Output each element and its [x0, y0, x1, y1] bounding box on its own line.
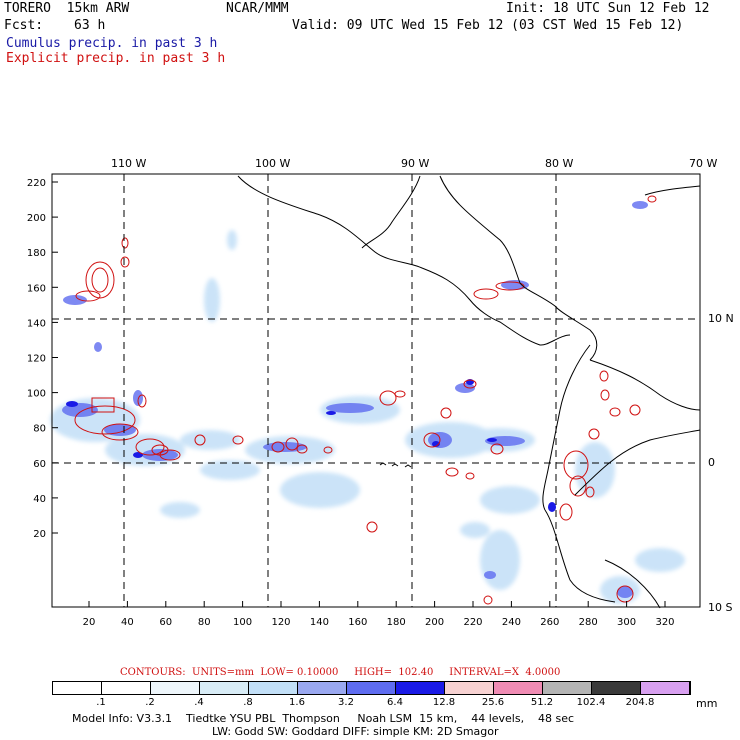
x-tick-label: 80 — [198, 617, 211, 628]
colorbar-label: 12.8 — [432, 697, 456, 708]
colorbar-swatch — [543, 682, 592, 694]
colorbar-label: 204.8 — [625, 697, 655, 708]
colorbar-swatch — [151, 682, 200, 694]
x-tick-label: 140 — [310, 617, 329, 628]
colorbar-label: 25.6 — [481, 697, 505, 708]
x-tick-label: 200 — [425, 617, 444, 628]
fcst-value: 63 h — [74, 18, 106, 33]
colorbar-label: 3.2 — [338, 697, 354, 708]
lon-label-110w: 110 W — [111, 157, 147, 170]
x-tick-label: 160 — [348, 617, 367, 628]
x-tick-label: 260 — [540, 617, 559, 628]
colorbar-swatch — [102, 682, 151, 694]
colorbar-label: .8 — [243, 697, 253, 708]
y-tick-label: 60 — [33, 459, 46, 470]
center-name: NCAR/MMM — [226, 1, 289, 16]
colorbar-swatch — [396, 682, 445, 694]
colorbar-label: 6.4 — [387, 697, 403, 708]
colorbar-label: .2 — [145, 697, 155, 708]
colorbar-label: 1.6 — [289, 697, 305, 708]
colorbar — [52, 681, 691, 695]
physics-info: LW: Godd SW: Goddard DIFF: simple KM: 2D… — [212, 725, 499, 738]
lat-label-0: 0 — [708, 456, 715, 469]
y-tick-label: 40 — [33, 494, 46, 505]
contours-info: CONTOURS: UNITS=mm LOW= 0.10000 HIGH= 10… — [120, 667, 561, 678]
lon-label-90w: 90 W — [401, 157, 430, 170]
y-tick-label: 120 — [27, 354, 46, 365]
y-tick-label: 220 — [27, 178, 46, 189]
model-info: Model Info: V3.3.1 Tiedtke YSU PBL Thomp… — [72, 712, 575, 725]
model-title: TORERO 15km ARW — [4, 1, 130, 16]
colorbar-swatch — [53, 682, 102, 694]
legend-explicit: Explicit precip. in past 3 h — [6, 51, 226, 66]
lat-label-10s: 10 S — [708, 601, 733, 614]
y-tick-label: 80 — [33, 424, 46, 435]
valid-time: Valid: 09 UTC Wed 15 Feb 12 (03 CST Wed … — [292, 18, 684, 33]
x-tick-label: 60 — [159, 617, 172, 628]
colorbar-label: 102.4 — [576, 697, 606, 708]
colorbar-swatch — [494, 682, 543, 694]
x-tick-label: 180 — [387, 617, 406, 628]
x-tick-label: 220 — [463, 617, 482, 628]
y-tick-label: 140 — [27, 318, 46, 329]
x-tick-label: 20 — [83, 617, 96, 628]
x-tick-label: 100 — [233, 617, 252, 628]
map-frame — [51, 173, 701, 608]
fcst-label: Fcst: — [4, 18, 44, 33]
colorbar-swatch — [298, 682, 347, 694]
colorbar-unit: mm — [696, 697, 718, 710]
colorbar-swatch — [249, 682, 298, 694]
legend-cumulus: Cumulus precip. in past 3 h — [6, 36, 218, 51]
colorbar-swatch — [592, 682, 641, 694]
y-tick-label: 200 — [27, 213, 46, 224]
colorbar-swatch — [641, 682, 690, 694]
precip-layer — [50, 195, 685, 605]
colorbar-label: .4 — [194, 697, 204, 708]
x-tick-label: 320 — [655, 617, 674, 628]
x-tick-label: 120 — [271, 617, 290, 628]
graticule — [52, 174, 700, 607]
lat-label-10n: 10 N — [708, 312, 734, 325]
init-time: Init: 18 UTC Sun 12 Feb 12 — [506, 1, 710, 16]
x-tick-label: 280 — [579, 617, 598, 628]
lon-label-80w: 80 W — [545, 157, 574, 170]
y-tick-label: 20 — [33, 529, 46, 540]
colorbar-label: .1 — [96, 697, 106, 708]
x-tick-label: 40 — [121, 617, 134, 628]
coastlines — [237, 175, 701, 609]
colorbar-swatch — [200, 682, 249, 694]
lon-label-70w: 70 W — [689, 157, 718, 170]
colorbar-swatch — [347, 682, 396, 694]
lon-label-100w: 100 W — [255, 157, 291, 170]
colorbar-swatch — [445, 682, 494, 694]
y-tick-label: 160 — [27, 283, 46, 294]
x-tick-label: 300 — [617, 617, 636, 628]
y-tick-label: 100 — [27, 389, 46, 400]
colorbar-label: 51.2 — [530, 697, 554, 708]
y-tick-label: 180 — [27, 248, 46, 259]
x-tick-label: 240 — [502, 617, 521, 628]
